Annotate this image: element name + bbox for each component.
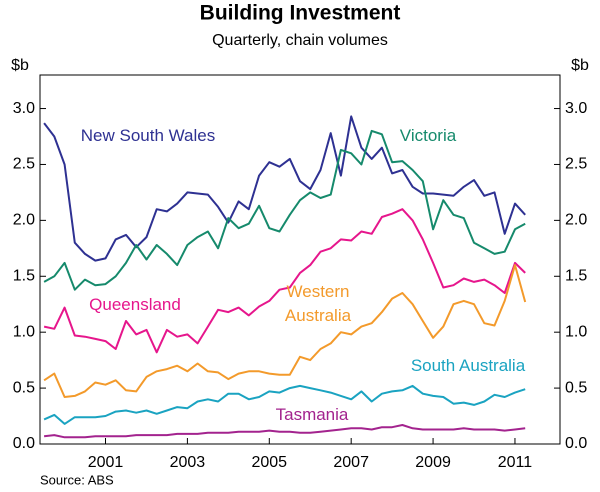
plot-frame: [39, 74, 561, 445]
series-label: Victoria: [399, 126, 457, 145]
chart-subtitle: Quarterly, chain volumes: [212, 32, 388, 49]
y2-tick-label: 1.5: [565, 267, 587, 284]
x-tick-label: 2007: [333, 454, 369, 471]
y-tick-label: 3.0: [13, 100, 35, 117]
series-line: [43, 384, 526, 425]
series-label: South Australia: [410, 356, 526, 375]
y-tick-label: 0.0: [13, 435, 35, 452]
source: Source: ABS: [40, 472, 114, 487]
chart-title: Building Investment: [200, 2, 401, 25]
series-label: Tasmania: [275, 405, 349, 424]
y-tick-label: 1.5: [13, 267, 35, 284]
x-tick-label: 2001: [88, 454, 124, 471]
y2-tick-label: 3.0: [565, 100, 587, 117]
y-tick-label: 2.0: [13, 212, 35, 229]
y2-tick-label: 0.0: [565, 435, 587, 452]
series-line: [43, 115, 526, 262]
y2-axis-label: $b: [571, 57, 589, 74]
y-tick-label: 2.5: [13, 156, 35, 173]
series-label: New South Wales: [80, 126, 216, 145]
y-tick-label: 1.0: [13, 323, 35, 340]
series-line: [43, 264, 527, 398]
series-label: Western Australia: [284, 282, 352, 325]
x-tick-label: 2005: [251, 454, 287, 471]
series-line: [43, 129, 526, 291]
y-tick-label: 0.5: [13, 379, 35, 396]
series-label: Queensland: [89, 295, 181, 314]
series-line: [43, 208, 526, 354]
x-tick-label: 2011: [498, 454, 533, 471]
x-tick-label: 2009: [415, 454, 451, 471]
y2-tick-label: 2.0: [565, 212, 587, 229]
series-line: [43, 424, 526, 439]
x-tick-label: 2003: [170, 454, 206, 471]
y2-tick-label: 2.5: [565, 156, 587, 173]
y2-tick-label: 1.0: [565, 323, 587, 340]
y2-tick-label: 0.5: [565, 379, 587, 396]
y-axis-label: $b: [11, 57, 29, 74]
